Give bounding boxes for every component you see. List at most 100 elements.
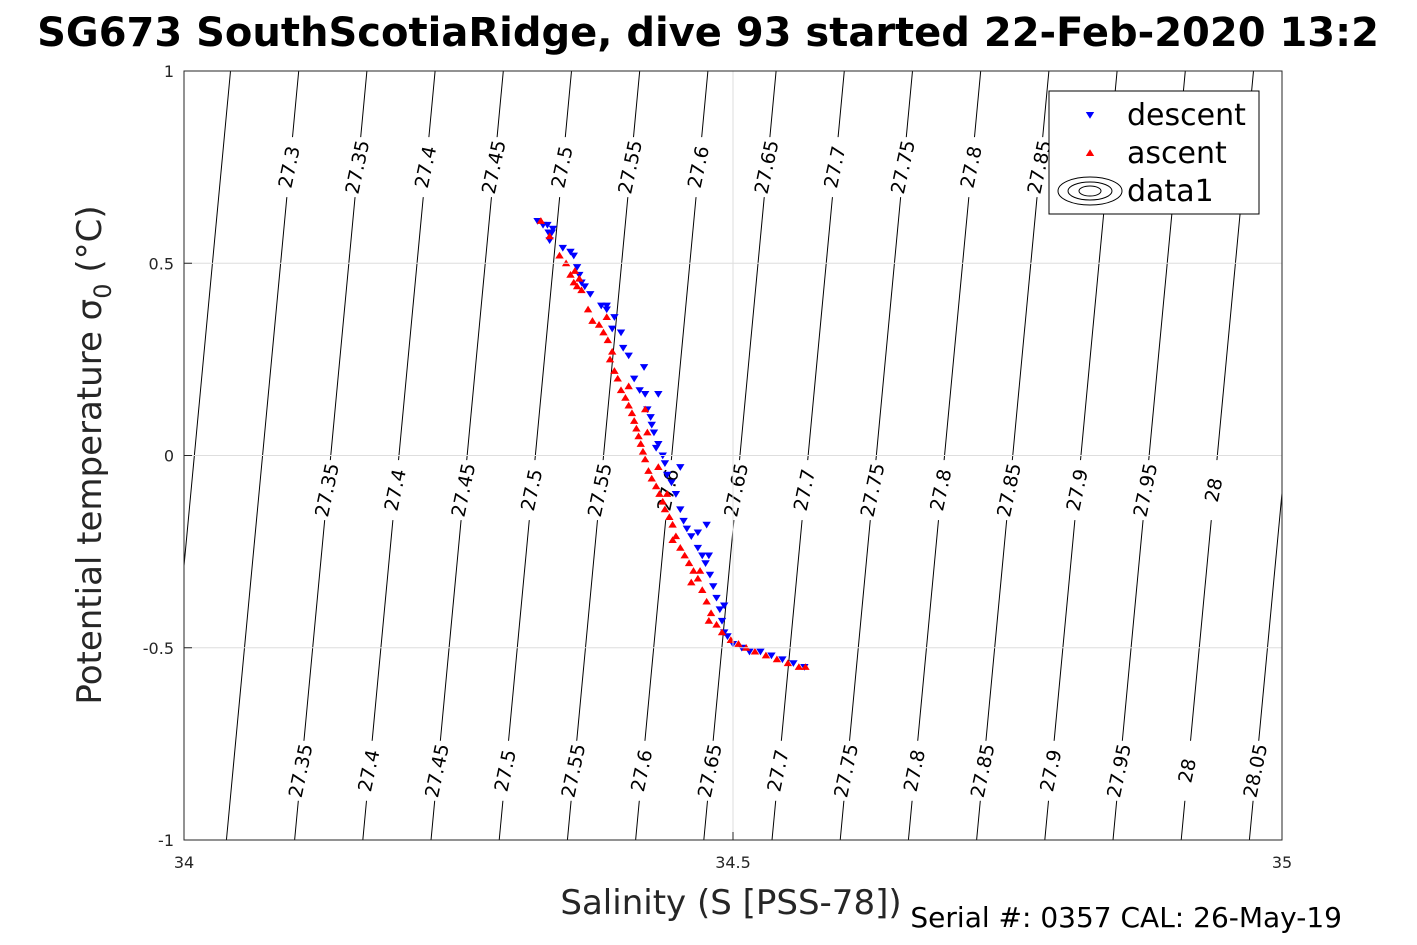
y-tick-label: -0.5 bbox=[143, 639, 174, 658]
y-tick-label: 0 bbox=[164, 447, 174, 466]
ascent-point bbox=[634, 432, 643, 440]
isopycnal-label-gap bbox=[494, 740, 517, 801]
axes: 34 34.5 35 -1 -0.5 0 0.5 1 bbox=[143, 62, 1292, 872]
ascent-point bbox=[603, 336, 613, 344]
descent-point bbox=[687, 533, 696, 541]
descent-point bbox=[639, 364, 649, 371]
descent-point bbox=[651, 444, 661, 452]
y-axis-label-subscript: 0 bbox=[89, 283, 117, 298]
isopycnal-label-gap bbox=[631, 740, 654, 801]
descent-point bbox=[767, 652, 776, 660]
ascent-point bbox=[783, 659, 793, 667]
isopycnal-label-gap bbox=[862, 460, 885, 521]
ascent-point bbox=[693, 574, 703, 582]
isopycnal-label-gap bbox=[384, 460, 407, 521]
isopycnal-label-gap bbox=[793, 460, 816, 521]
data-points bbox=[533, 217, 810, 671]
isopycnal-label-gap bbox=[452, 460, 475, 521]
isopycnal-label-gap bbox=[521, 460, 544, 521]
descent-point bbox=[654, 391, 663, 398]
descent-point bbox=[569, 252, 578, 260]
ascent-point bbox=[662, 490, 672, 497]
isopycnal-label: 27.65 bbox=[694, 742, 727, 800]
descent-point bbox=[667, 479, 676, 487]
ascent-point bbox=[651, 482, 661, 490]
ascent-point bbox=[734, 640, 743, 647]
ascent-point bbox=[610, 367, 619, 374]
isopycnal-label: 27.35 bbox=[341, 138, 374, 196]
descent-point bbox=[712, 594, 721, 602]
descent-point bbox=[682, 525, 692, 533]
isopycnal-label-gap bbox=[589, 460, 612, 521]
descent-point bbox=[616, 329, 626, 337]
isopycnal-label: 27.85 bbox=[967, 742, 1000, 800]
isopycnal-label: 27.75 bbox=[857, 461, 890, 519]
x-tick-label: 35 bbox=[1272, 853, 1292, 872]
y-axis-label-main: Potential temperature σ bbox=[70, 299, 110, 705]
isopycnal-label: 28 bbox=[1174, 757, 1201, 785]
ascent-point bbox=[660, 505, 670, 513]
descent-point bbox=[619, 344, 628, 352]
isopycnal-label: 27.75 bbox=[830, 742, 863, 800]
ascent-point bbox=[750, 647, 760, 655]
y-tick-label: 1 bbox=[164, 62, 174, 81]
ascent-point bbox=[687, 578, 696, 586]
descent-point bbox=[702, 521, 711, 529]
descent-point bbox=[597, 302, 606, 310]
ascent-point bbox=[608, 347, 617, 355]
y-tick-label: 0.5 bbox=[149, 254, 174, 273]
isopycnal-label-gap bbox=[767, 740, 790, 801]
ascent-point bbox=[655, 490, 664, 497]
isopycnal-label: 27.65 bbox=[720, 461, 753, 519]
ascent-point bbox=[624, 401, 633, 409]
ascent-point bbox=[772, 655, 782, 663]
ascent-point bbox=[624, 382, 633, 390]
isopycnal-label-gap bbox=[415, 137, 438, 198]
descent-point bbox=[720, 602, 729, 610]
ascent-point bbox=[689, 567, 698, 574]
ascent-point bbox=[575, 274, 584, 282]
isopycnal-label-gap bbox=[972, 740, 995, 801]
isopycnal-label-gap bbox=[358, 740, 381, 801]
ascent-point bbox=[644, 467, 653, 474]
isopycnal-label: 27.45 bbox=[447, 461, 480, 519]
isopycnal-label: 27.75 bbox=[887, 138, 920, 196]
descent-point bbox=[662, 471, 672, 479]
isopycnal-label: 27.55 bbox=[558, 742, 591, 800]
ascent-point bbox=[704, 617, 714, 624]
isopycnal-label: 27.65 bbox=[751, 138, 784, 196]
descent-point bbox=[580, 283, 589, 291]
descent-point bbox=[547, 229, 557, 237]
descent-point bbox=[635, 387, 644, 394]
descent-point bbox=[717, 617, 727, 625]
ascent-point bbox=[658, 497, 667, 505]
isopycnal-label: 28.05 bbox=[1239, 742, 1272, 800]
isopycnal-label-gap bbox=[903, 740, 926, 801]
isopycnal-label-gap bbox=[657, 460, 680, 521]
ascent-point bbox=[583, 305, 593, 313]
ascent-point bbox=[613, 374, 622, 382]
isopycnal-lines: 27.3 27.35 27.4 27.45 27.5 27.55 27.6 27.65 27.7… bbox=[184, 71, 1282, 840]
descent-point bbox=[586, 291, 595, 298]
ascent-point bbox=[640, 455, 650, 463]
ascent-point bbox=[577, 286, 586, 294]
ascent-point bbox=[1085, 149, 1095, 156]
ascent-point bbox=[629, 417, 639, 424]
ascent-point bbox=[599, 328, 608, 336]
descent-point bbox=[698, 552, 707, 560]
isopycnal-label: 28 bbox=[1201, 476, 1228, 504]
descent-point bbox=[608, 325, 617, 333]
ascent-point bbox=[602, 313, 611, 321]
isopycnal-label-gap bbox=[1028, 137, 1051, 198]
legend-descent-marker bbox=[1085, 112, 1095, 119]
ascent-point bbox=[761, 651, 771, 659]
ascent-point bbox=[640, 405, 650, 413]
ascent-point bbox=[698, 586, 707, 594]
ascent-point bbox=[572, 282, 582, 290]
ascent-point bbox=[665, 513, 674, 520]
descent-point bbox=[647, 421, 656, 429]
descent-point bbox=[610, 314, 619, 321]
isopycnal-label-gap bbox=[824, 137, 847, 198]
descent-point bbox=[543, 221, 552, 229]
ascent-point bbox=[594, 320, 604, 328]
